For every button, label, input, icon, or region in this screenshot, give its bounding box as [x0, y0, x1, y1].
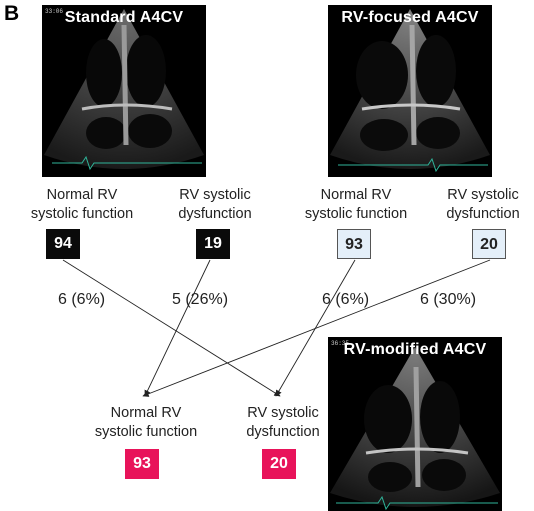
timestamp: 33:06 — [45, 8, 64, 15]
rv-focused-a4cv-title: RV-focused A4CV — [341, 9, 479, 26]
standard-normal-label: Normal RV systolic function — [22, 186, 142, 224]
label-line: RV systolic — [247, 405, 319, 421]
label-line: RV systolic — [447, 187, 519, 203]
echo-ultrasound-graphic — [44, 9, 204, 171]
panel-letter: B — [4, 2, 20, 25]
label-line: Normal RV — [320, 187, 392, 203]
rv-focused-a4cv-image: RV-focused A4CV — [328, 5, 492, 177]
label-line: systolic function — [94, 424, 198, 440]
modified-dysfunction-count: 20 — [262, 449, 296, 479]
arrow-foc-dys-to-normal — [142, 259, 491, 397]
standard-a4cv-title: Standard A4CV — [64, 9, 184, 26]
label-line: systolic function — [30, 206, 134, 222]
arrow-std-normal-to-dys — [62, 259, 281, 397]
label-line: Normal RV — [110, 405, 182, 421]
focused-dysfunction-label: RV systolic dysfunction — [428, 186, 534, 224]
rv-modified-a4cv-image: 36:35 RV-modified A4CV — [328, 337, 502, 511]
label-line: dysfunction — [178, 206, 252, 222]
focused-normal-label: Normal RV systolic function — [296, 186, 416, 224]
label-line: systolic function — [304, 206, 408, 222]
arrow-std-dys-to-normal — [144, 259, 211, 397]
focused-normal-count: 93 — [337, 229, 371, 259]
timestamp: 36:35 — [331, 340, 350, 347]
foc-normal-to-dys-label: 6 (6%) — [322, 291, 370, 308]
standard-a4cv-image: 33:06 Standard A4CV — [42, 5, 206, 177]
modified-dysfunction-label: RV systolic dysfunction — [228, 404, 338, 442]
echo-ultrasound-graphic — [330, 9, 490, 173]
standard-normal-count: 94 — [46, 229, 80, 259]
echo-ultrasound-graphic — [330, 347, 500, 511]
modified-normal-count: 93 — [125, 449, 159, 479]
focused-dysfunction-count: 20 — [472, 229, 506, 259]
foc-dys-to-normal-label: 6 (30%) — [420, 291, 477, 308]
label-line: RV systolic — [179, 187, 251, 203]
standard-dysfunction-label: RV systolic dysfunction — [160, 186, 270, 224]
standard-dysfunction-count: 19 — [196, 229, 230, 259]
label-line: dysfunction — [446, 206, 520, 222]
label-line: dysfunction — [246, 424, 320, 440]
rv-modified-a4cv-title: RV-modified A4CV — [343, 341, 487, 358]
std-normal-to-dys-label: 6 (6%) — [58, 291, 106, 308]
label-line: Normal RV — [46, 187, 118, 203]
modified-normal-label: Normal RV systolic function — [86, 404, 206, 442]
std-dys-to-normal-label: 5 (26%) — [172, 291, 229, 308]
